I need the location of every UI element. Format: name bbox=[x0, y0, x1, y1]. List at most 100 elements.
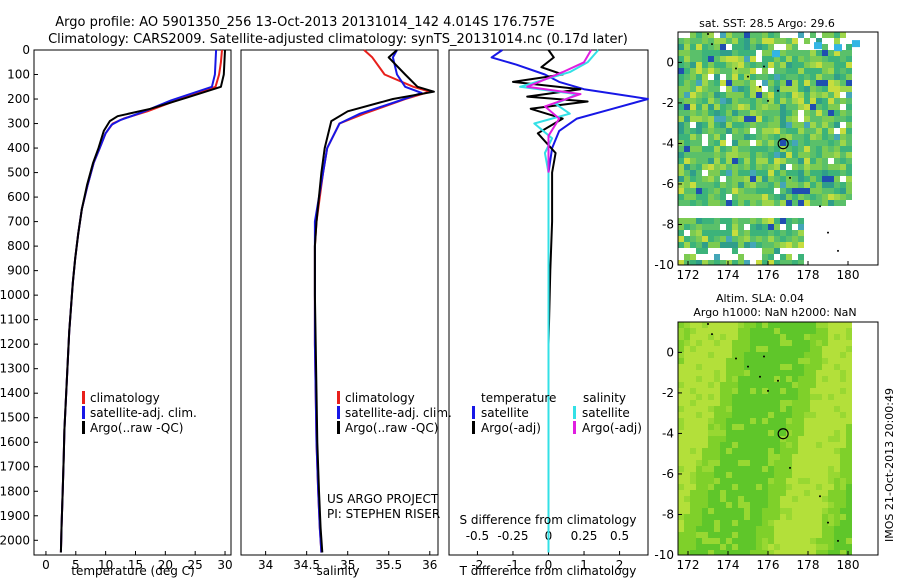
map-cell bbox=[840, 346, 846, 352]
map-cell bbox=[780, 448, 786, 454]
map-cell bbox=[696, 388, 702, 394]
map-cell bbox=[804, 550, 810, 555]
map-cell bbox=[762, 110, 768, 116]
map-cell bbox=[756, 430, 762, 436]
map-cell bbox=[732, 538, 738, 544]
map-cell bbox=[720, 394, 726, 400]
map-cell bbox=[732, 104, 738, 110]
map-cell bbox=[696, 400, 702, 406]
map-cell bbox=[768, 182, 774, 188]
map-cell bbox=[768, 74, 774, 80]
map-cell bbox=[720, 508, 726, 514]
map-cell bbox=[714, 496, 720, 502]
map-cell bbox=[750, 544, 756, 550]
map-cell bbox=[708, 508, 714, 514]
map-cell bbox=[726, 116, 732, 122]
map-cell bbox=[774, 38, 780, 44]
map-cell bbox=[768, 334, 774, 340]
legend-swatch-s-argo bbox=[573, 421, 576, 434]
map-cell bbox=[684, 526, 690, 532]
map-cell bbox=[804, 110, 810, 116]
map-cell bbox=[696, 176, 702, 182]
map-cell bbox=[816, 496, 822, 502]
map-cell bbox=[804, 104, 810, 110]
map-cell bbox=[792, 242, 798, 248]
map-cell bbox=[828, 370, 834, 376]
map-cell bbox=[696, 260, 702, 265]
map-cell bbox=[774, 352, 780, 358]
series-line-satellite bbox=[519, 49, 600, 553]
map-cell bbox=[708, 182, 714, 188]
map-cell bbox=[744, 382, 750, 388]
map-cell bbox=[834, 442, 840, 448]
map-cell bbox=[786, 236, 792, 242]
map-cell bbox=[720, 62, 726, 68]
map-cell bbox=[834, 104, 840, 110]
map-cell bbox=[780, 388, 786, 394]
island-dot bbox=[711, 333, 713, 336]
map-cell bbox=[732, 122, 738, 128]
map-cell bbox=[696, 152, 702, 158]
map-cell bbox=[720, 260, 726, 265]
map-cell bbox=[714, 170, 720, 176]
map-cell bbox=[720, 544, 726, 550]
map-cell bbox=[750, 358, 756, 364]
map-cell bbox=[840, 32, 846, 38]
map-cell bbox=[726, 502, 732, 508]
map-cell bbox=[744, 218, 750, 224]
map-cell bbox=[690, 502, 696, 508]
map-cell bbox=[756, 260, 762, 265]
map-cell bbox=[834, 334, 840, 340]
map-cell bbox=[768, 352, 774, 358]
map-cell bbox=[678, 502, 684, 508]
map-cell bbox=[738, 44, 744, 50]
map-cell bbox=[738, 454, 744, 460]
map-cell bbox=[750, 62, 756, 68]
map-cell bbox=[714, 352, 720, 358]
map-cell bbox=[690, 472, 696, 478]
map-cell bbox=[750, 322, 756, 328]
map-cell bbox=[840, 376, 846, 382]
map-cell bbox=[684, 260, 690, 265]
map-cell bbox=[744, 478, 750, 484]
map-cell bbox=[690, 236, 696, 242]
map-cell bbox=[738, 502, 744, 508]
map-cell bbox=[696, 550, 702, 555]
map-cell bbox=[804, 352, 810, 358]
map-cell bbox=[750, 490, 756, 496]
map-cell bbox=[792, 346, 798, 352]
map-cell bbox=[816, 116, 822, 122]
map-cell bbox=[774, 424, 780, 430]
map-cell bbox=[720, 116, 726, 122]
map-cell bbox=[696, 164, 702, 170]
map-cell bbox=[732, 152, 738, 158]
map-cell bbox=[804, 448, 810, 454]
map-cell bbox=[678, 424, 684, 430]
map-cell bbox=[744, 400, 750, 406]
map-cell bbox=[708, 388, 714, 394]
map-cell bbox=[822, 188, 828, 194]
map-cell bbox=[774, 496, 780, 502]
map-cell bbox=[786, 430, 792, 436]
map-cell bbox=[762, 194, 768, 200]
map-cell bbox=[822, 340, 828, 346]
map-cell bbox=[792, 544, 798, 550]
map-cell bbox=[828, 98, 834, 104]
map-cell bbox=[690, 490, 696, 496]
map-cell bbox=[714, 514, 720, 520]
map-cell bbox=[786, 364, 792, 370]
map-cell bbox=[744, 526, 750, 532]
temperature-legend: climatology satellite-adj. clim. Argo(..… bbox=[82, 391, 197, 435]
map-cell bbox=[822, 388, 828, 394]
map-cell bbox=[678, 152, 684, 158]
map-cell bbox=[720, 460, 726, 466]
map-cell bbox=[708, 466, 714, 472]
depth-tick-label: 500 bbox=[7, 166, 30, 180]
island-dot bbox=[837, 249, 839, 252]
map-cell bbox=[756, 38, 762, 44]
map-cell bbox=[714, 322, 720, 328]
map-cell bbox=[798, 328, 804, 334]
map-y-tick-label: 0 bbox=[666, 55, 674, 69]
map-cell bbox=[804, 466, 810, 472]
map-cell bbox=[774, 436, 780, 442]
